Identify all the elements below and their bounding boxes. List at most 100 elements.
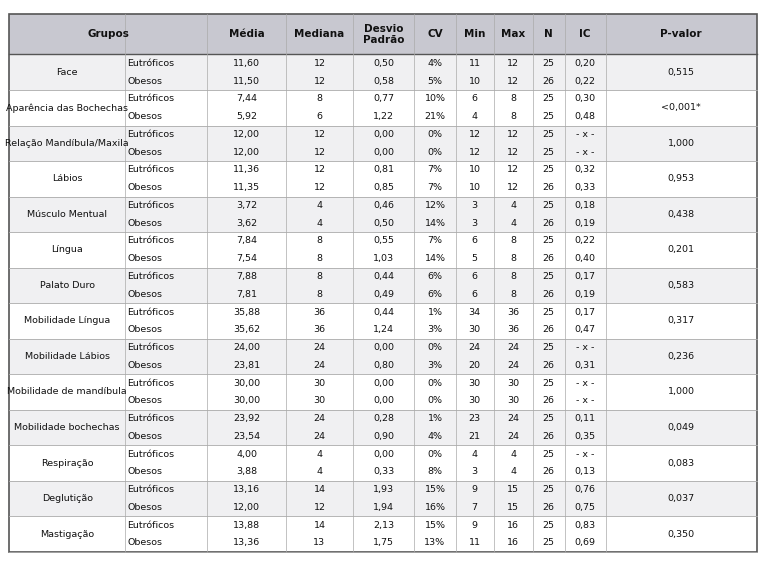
Text: 7,54: 7,54	[236, 254, 257, 263]
Text: 30: 30	[469, 325, 480, 335]
Text: 7,81: 7,81	[236, 290, 257, 299]
Text: 0,00: 0,00	[373, 148, 394, 157]
Text: 0,77: 0,77	[373, 95, 394, 104]
Text: 3,72: 3,72	[236, 201, 257, 210]
Text: 13%: 13%	[424, 538, 446, 547]
Text: 4%: 4%	[427, 59, 443, 68]
Text: 0,00: 0,00	[373, 379, 394, 388]
Text: 6: 6	[472, 95, 477, 104]
Bar	[9, 357, 757, 374]
Text: 12: 12	[313, 503, 326, 512]
Bar	[9, 410, 757, 427]
Text: Média: Média	[229, 29, 264, 39]
Text: Obesos: Obesos	[127, 396, 162, 405]
Text: Obesos: Obesos	[127, 503, 162, 512]
Text: 0,438: 0,438	[668, 210, 695, 219]
Bar	[9, 321, 757, 338]
Text: 25: 25	[542, 201, 555, 210]
Text: 21%: 21%	[424, 112, 446, 121]
Text: 0,17: 0,17	[574, 307, 596, 316]
Text: 1,22: 1,22	[373, 112, 394, 121]
Bar	[9, 179, 757, 196]
Text: 1,93: 1,93	[373, 485, 394, 494]
Text: 24: 24	[313, 432, 326, 441]
Text: 35,88: 35,88	[233, 307, 260, 316]
Text: Max: Max	[501, 29, 525, 39]
Bar	[9, 534, 757, 552]
Text: 0,22: 0,22	[574, 237, 596, 246]
Text: 30: 30	[507, 379, 519, 388]
Text: Mastigação: Mastigação	[40, 530, 94, 539]
Text: 11,50: 11,50	[233, 76, 260, 85]
Text: 30: 30	[469, 396, 480, 405]
Bar	[9, 72, 757, 90]
Text: 0,40: 0,40	[574, 254, 596, 263]
Text: 24: 24	[313, 343, 326, 352]
Bar	[9, 215, 757, 232]
Bar	[9, 445, 757, 463]
Text: 0,69: 0,69	[574, 538, 596, 547]
Text: 12%: 12%	[424, 201, 446, 210]
Text: 0%: 0%	[427, 449, 443, 458]
Text: 14: 14	[313, 485, 326, 494]
Text: Eutróficos: Eutróficos	[127, 59, 175, 68]
Text: Eutróficos: Eutróficos	[127, 201, 175, 210]
Text: 26: 26	[542, 254, 555, 263]
Text: 1,24: 1,24	[373, 325, 394, 335]
Text: 15%: 15%	[424, 521, 446, 530]
Text: 3%: 3%	[427, 361, 443, 370]
Text: Eutróficos: Eutróficos	[127, 130, 175, 139]
Text: 0%: 0%	[427, 343, 443, 352]
Text: 8: 8	[510, 112, 516, 121]
Text: 11: 11	[469, 538, 480, 547]
Text: Eutróficos: Eutróficos	[127, 307, 175, 316]
Text: 7,88: 7,88	[236, 272, 257, 281]
Text: Músculo Mentual: Músculo Mentual	[27, 210, 107, 219]
Text: 30: 30	[313, 379, 326, 388]
Text: Respiração: Respiração	[41, 458, 93, 468]
Text: 0,11: 0,11	[574, 414, 596, 423]
Text: 7%: 7%	[427, 183, 443, 192]
Bar	[9, 516, 757, 534]
Bar	[9, 481, 757, 499]
Text: 0,58: 0,58	[373, 76, 394, 85]
Text: 11,36: 11,36	[233, 165, 260, 174]
Text: 36: 36	[313, 307, 326, 316]
Text: 6: 6	[472, 272, 477, 281]
Text: 23,81: 23,81	[233, 361, 260, 370]
Bar	[9, 250, 757, 268]
Text: 8: 8	[316, 254, 322, 263]
Text: 1%: 1%	[427, 307, 443, 316]
Text: 0,00: 0,00	[373, 449, 394, 458]
Text: Obesos: Obesos	[127, 325, 162, 335]
Text: Min: Min	[464, 29, 486, 39]
Text: 30: 30	[469, 379, 480, 388]
Text: Obesos: Obesos	[127, 468, 162, 477]
Text: 0,32: 0,32	[574, 165, 596, 174]
Text: Relação Mandíbula/Maxila: Relação Mandíbula/Maxila	[5, 139, 129, 148]
Text: Mobilidade de mandíbula: Mobilidade de mandíbula	[8, 388, 127, 396]
Bar	[9, 303, 757, 321]
Text: 0,30: 0,30	[574, 95, 596, 104]
Text: 4: 4	[316, 201, 322, 210]
Text: Grupos: Grupos	[87, 29, 129, 39]
Text: 4: 4	[472, 449, 477, 458]
Bar	[9, 196, 757, 215]
Text: 15: 15	[507, 503, 519, 512]
Text: N: N	[544, 29, 553, 39]
Text: Deglutição: Deglutição	[41, 494, 93, 503]
Text: Desvio
Padrão: Desvio Padrão	[363, 24, 404, 45]
Text: 7,44: 7,44	[236, 95, 257, 104]
Text: 5: 5	[472, 254, 477, 263]
Bar	[9, 90, 757, 108]
Bar	[9, 161, 757, 179]
Text: 26: 26	[542, 183, 555, 192]
Text: 8: 8	[510, 272, 516, 281]
Text: 0,953: 0,953	[668, 174, 695, 183]
Text: 0,33: 0,33	[373, 468, 394, 477]
Text: 12: 12	[313, 148, 326, 157]
Bar	[9, 392, 757, 410]
Text: 12,00: 12,00	[233, 148, 260, 157]
Text: 7%: 7%	[427, 237, 443, 246]
Text: 0,583: 0,583	[668, 281, 695, 290]
